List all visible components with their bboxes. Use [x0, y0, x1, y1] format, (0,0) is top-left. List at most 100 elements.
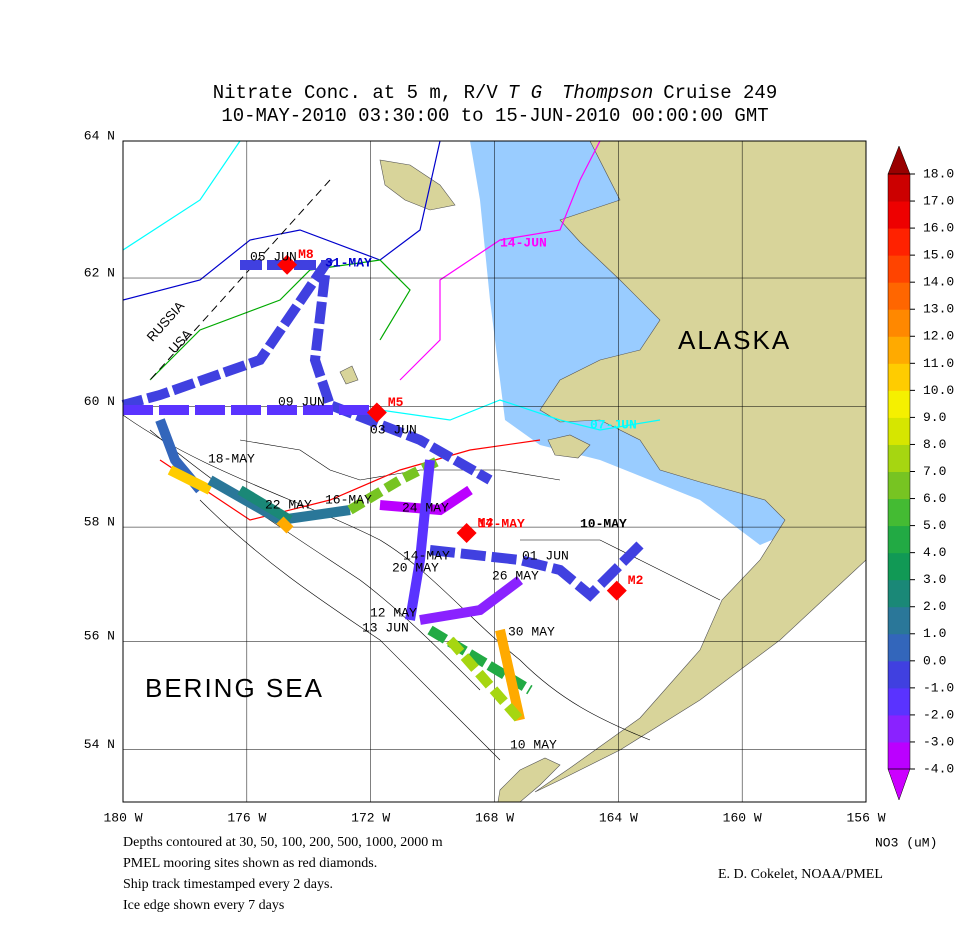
island	[379, 159, 456, 211]
x-tick-label: 164 W	[599, 810, 638, 825]
region-label: BERING SEA	[145, 673, 324, 703]
map: M8 M5 M4 M2 05 JUN 31-MAY 14-JUN 09 JUN 03 …	[121, 140, 867, 803]
colorbar-tick-label: 1.0	[923, 626, 946, 641]
colorbar-band	[888, 390, 910, 418]
colorbar-tick-label: 14.0	[923, 275, 954, 290]
colorbar-band	[888, 471, 910, 500]
credit: E. D. Cokelet, NOAA/PMEL	[718, 867, 883, 882]
colorbar-tick-label: 12.0	[923, 329, 954, 344]
colorbar-tick-label: 2.0	[923, 599, 946, 614]
date-label: 20 MAY	[392, 560, 439, 575]
mooring-label: M8	[298, 247, 314, 262]
date-label: 26 MAY	[492, 568, 539, 583]
colorbar-band	[888, 687, 910, 716]
y-tick-label: 60 N	[84, 394, 115, 409]
title-part: Thompson	[562, 82, 653, 104]
colorbar-tick-label: -1.0	[923, 680, 954, 695]
title-part: T G	[508, 82, 543, 104]
track-segment	[379, 485, 473, 516]
border-line	[149, 179, 331, 381]
colorbar-tick-label: 0.0	[923, 653, 946, 668]
date-labels: 05 JUN 31-MAY 14-JUN 09 JUN 03 JUN 07-JU…	[208, 235, 637, 752]
colorbar-band	[888, 579, 910, 608]
contour	[239, 439, 561, 481]
colorbar-tick-label: 4.0	[923, 545, 946, 560]
colorbar-band	[888, 633, 910, 662]
contour	[122, 414, 651, 741]
date-label: 24 MAY	[402, 500, 449, 515]
track-segment	[446, 636, 524, 724]
mooring	[606, 580, 627, 601]
colorbar-tick-label: 11.0	[923, 356, 954, 371]
mooring-label: M4	[478, 515, 494, 530]
ice-edge	[399, 140, 601, 381]
note: Ship track timestamped every 2 days.	[123, 877, 333, 892]
track-segment	[276, 516, 294, 534]
colorbar-tick-label: 13.0	[923, 302, 954, 317]
colorbar-tick-label: 6.0	[923, 491, 946, 506]
x-tick-label: 156 W	[846, 810, 885, 825]
mooring	[366, 402, 387, 423]
colorbar-tick-label: -4.0	[923, 761, 954, 776]
date-label: 10 MAY	[510, 737, 557, 752]
colorbar-tick-label: 9.0	[923, 410, 946, 425]
colorbar-band	[888, 552, 910, 581]
date-label: 18-MAY	[208, 451, 255, 466]
date-label: 05 JUN	[250, 249, 297, 264]
ice-edge	[159, 439, 541, 521]
y-tick-label: 62 N	[84, 265, 115, 280]
x-tick-label: 176 W	[227, 810, 266, 825]
colorbar-tick-label: 18.0	[923, 166, 954, 181]
colorbar-band	[888, 201, 910, 229]
colorbar-band	[888, 228, 910, 256]
colorbar-band	[888, 660, 910, 689]
colorbar-tick-label: 16.0	[923, 221, 954, 236]
colorbar-band	[888, 336, 910, 364]
mooring	[456, 522, 477, 543]
track-segment	[429, 541, 644, 602]
note: PMEL mooring sites shown as red diamonds…	[123, 856, 377, 871]
y-tick-label: 58 N	[84, 515, 115, 530]
colorbar-band	[888, 309, 910, 337]
colorbar-band	[888, 606, 910, 635]
date-label: 09 JUN	[278, 394, 325, 409]
ice-edge	[122, 140, 241, 251]
y-tick-label: 54 N	[84, 737, 115, 752]
date-label: 12 MAY	[370, 605, 417, 620]
colorbar-tick-label: 15.0	[923, 248, 954, 263]
colorbar-over	[887, 145, 911, 175]
note: Ice edge shown every 7 days	[123, 898, 284, 913]
date-label: 22 MAY	[265, 497, 312, 512]
colorbar-tick-label: 10.0	[923, 383, 954, 398]
ice-edge	[122, 140, 441, 301]
colorbar-band	[888, 714, 910, 743]
depth-contours	[122, 414, 721, 761]
subtitle: 10-MAY-2010 03:30:00 to 15-JUN-2010 00:0…	[221, 105, 768, 127]
colorbar-band	[888, 444, 910, 472]
x-tick-label: 168 W	[475, 810, 514, 825]
colorbar-band	[888, 417, 910, 445]
date-label: 01 JUN	[522, 548, 569, 563]
colorbar-band	[888, 282, 910, 310]
colorbar-tick-label: -3.0	[923, 734, 954, 749]
date-label: 17-MAY	[478, 516, 525, 531]
track-segment	[405, 459, 435, 621]
colorbar-tick-label: 3.0	[923, 572, 946, 587]
mooring-label: M5	[388, 395, 404, 410]
date-label: 14-JUN	[500, 235, 547, 250]
date-label: 30 MAY	[508, 624, 555, 639]
date-label: 16-MAY	[325, 492, 372, 507]
date-label: 10-MAY	[580, 516, 627, 531]
x-tick-label: 180 W	[103, 810, 142, 825]
colorbar-tick-label: 8.0	[923, 437, 946, 452]
date-label: 03 JUN	[370, 422, 417, 437]
colorbar-unit: NO3 (uM)	[875, 835, 937, 850]
ice-edge	[379, 399, 661, 431]
track-segment	[495, 628, 525, 722]
date-label: 07-JUN	[590, 417, 637, 432]
colorbar-tick-label: 5.0	[923, 518, 946, 533]
x-tick-label: 160 W	[723, 810, 762, 825]
mooring	[277, 254, 298, 275]
ice-edges	[122, 140, 661, 521]
